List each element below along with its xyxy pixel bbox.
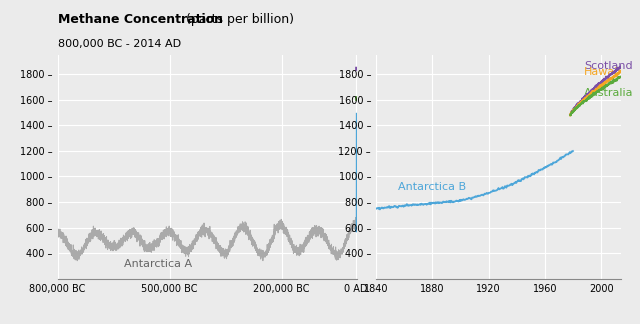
- Text: Antarctica A: Antarctica A: [124, 259, 193, 269]
- Text: Antarctica B: Antarctica B: [399, 182, 467, 192]
- Text: (parts per billion): (parts per billion): [182, 13, 294, 26]
- Text: Scotland: Scotland: [584, 61, 633, 71]
- Text: 800,000 BC - 2014 AD: 800,000 BC - 2014 AD: [58, 39, 180, 49]
- Text: Methane Concentration: Methane Concentration: [58, 13, 223, 26]
- Text: Hawaii: Hawaii: [584, 67, 621, 77]
- Text: Australia: Australia: [584, 88, 634, 98]
